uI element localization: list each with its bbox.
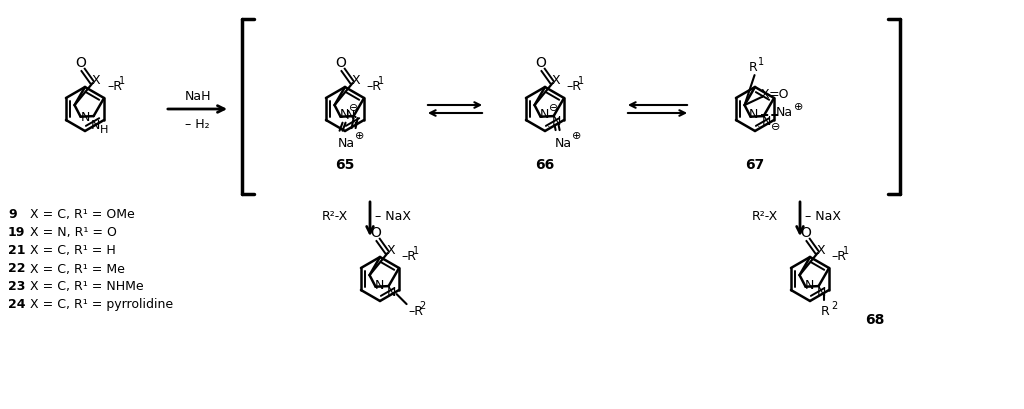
- Text: 1: 1: [413, 245, 419, 256]
- Text: R: R: [820, 304, 829, 317]
- Text: N: N: [91, 118, 100, 131]
- Text: 1: 1: [843, 245, 849, 256]
- Text: X = N, R¹ = O: X = N, R¹ = O: [30, 226, 117, 239]
- Text: N: N: [762, 115, 771, 127]
- Text: –R: –R: [108, 79, 123, 92]
- Text: N: N: [552, 115, 561, 127]
- Text: 21: 21: [8, 244, 26, 257]
- Text: 1: 1: [758, 57, 764, 67]
- Text: 23: 23: [8, 280, 26, 293]
- Text: – NaX: – NaX: [805, 210, 841, 223]
- Text: N: N: [540, 108, 549, 121]
- Text: R²-X: R²-X: [322, 210, 348, 223]
- Text: N: N: [817, 285, 826, 298]
- Text: 66: 66: [536, 157, 555, 172]
- Text: O: O: [335, 56, 346, 70]
- Text: H: H: [99, 125, 108, 135]
- Text: – H₂: – H₂: [185, 117, 210, 130]
- Text: ⊕: ⊕: [572, 131, 582, 141]
- Text: R²-X: R²-X: [752, 210, 778, 223]
- Text: R: R: [749, 61, 758, 74]
- Text: X: X: [91, 74, 100, 86]
- Text: N: N: [805, 279, 814, 292]
- Text: O: O: [370, 225, 381, 240]
- Text: X: X: [351, 74, 359, 86]
- Text: –R: –R: [367, 79, 382, 92]
- Text: X = C, R¹ = NHMe: X = C, R¹ = NHMe: [30, 280, 143, 293]
- Text: – NaX: – NaX: [375, 210, 411, 223]
- Text: ⊖: ⊖: [349, 102, 358, 112]
- Text: –R: –R: [401, 249, 417, 262]
- Text: 68: 68: [865, 312, 885, 326]
- Text: X = C, R¹ = H: X = C, R¹ = H: [30, 244, 116, 257]
- Text: N: N: [375, 279, 384, 292]
- Text: –R: –R: [566, 79, 582, 92]
- Text: Na: Na: [776, 106, 794, 119]
- Text: N: N: [81, 111, 90, 124]
- Text: 22: 22: [8, 262, 26, 275]
- Text: 9: 9: [8, 208, 16, 221]
- Text: X = C, R¹ = OMe: X = C, R¹ = OMe: [30, 208, 135, 221]
- Text: 2: 2: [420, 300, 426, 310]
- Text: N: N: [346, 108, 355, 121]
- Text: X: X: [551, 74, 560, 86]
- Text: O: O: [800, 225, 811, 240]
- Text: Na: Na: [555, 136, 572, 149]
- Text: X: X: [760, 88, 769, 100]
- Text: ⊕: ⊕: [355, 130, 365, 140]
- Text: O: O: [536, 56, 546, 70]
- Text: 1: 1: [578, 76, 584, 86]
- Text: ··: ··: [757, 122, 764, 132]
- Text: 67: 67: [745, 157, 765, 172]
- Text: ⊖: ⊖: [771, 122, 780, 132]
- Text: N: N: [340, 108, 349, 121]
- Text: X: X: [386, 243, 395, 256]
- Text: 24: 24: [8, 298, 26, 311]
- Text: X: X: [816, 243, 825, 256]
- Text: X = C, R¹ = Me: X = C, R¹ = Me: [30, 262, 125, 275]
- Text: N: N: [387, 285, 396, 298]
- Text: NaH: NaH: [184, 89, 211, 102]
- Text: ⊖: ⊖: [549, 102, 558, 112]
- Text: –R: –R: [409, 304, 424, 317]
- Text: Na: Na: [338, 137, 355, 150]
- Text: 1: 1: [378, 76, 384, 86]
- Text: O: O: [75, 56, 86, 70]
- Text: –R: –R: [831, 249, 847, 262]
- Text: 1: 1: [119, 76, 125, 86]
- Text: 65: 65: [335, 157, 354, 172]
- Text: :: :: [352, 112, 357, 127]
- Text: ⊕: ⊕: [794, 101, 803, 111]
- Text: 19: 19: [8, 226, 26, 239]
- Text: ··: ··: [547, 122, 554, 132]
- Text: X = C, R¹ = pyrrolidine: X = C, R¹ = pyrrolidine: [30, 298, 173, 311]
- Text: N: N: [749, 108, 758, 121]
- Text: 2: 2: [831, 300, 838, 310]
- Text: =O: =O: [768, 88, 788, 100]
